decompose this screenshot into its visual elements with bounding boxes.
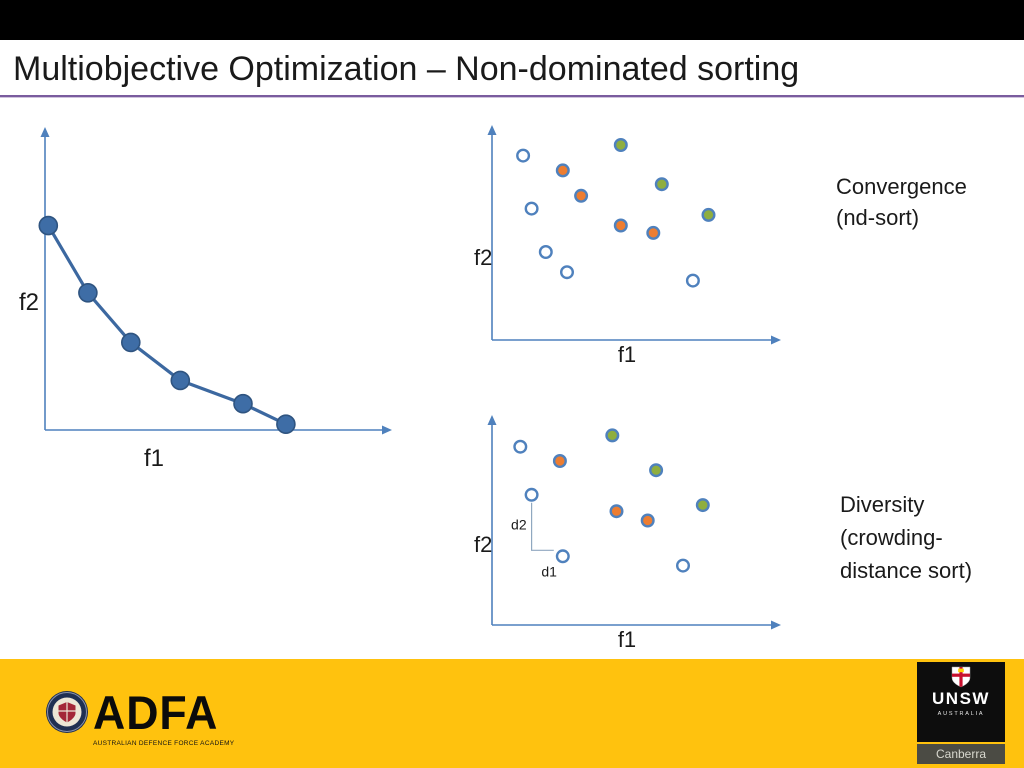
slide-title: Multiobjective Optimization – Non-domina… xyxy=(13,50,800,88)
pareto-point xyxy=(233,393,253,414)
adfa-full-name: AUSTRALIAN DEFENCE FORCE ACADEMY xyxy=(93,740,235,747)
d2-label: d2 xyxy=(511,517,527,533)
green-point xyxy=(613,138,628,153)
open-point xyxy=(524,201,539,216)
orange-point xyxy=(609,504,624,519)
title-divider xyxy=(0,95,1024,98)
open-point xyxy=(559,265,574,280)
pareto-point xyxy=(170,370,191,391)
x-axis-label: f1 xyxy=(618,342,636,367)
y-axis-label: f2 xyxy=(474,245,492,270)
y-axis-arrow xyxy=(487,415,497,425)
open-point xyxy=(516,148,531,163)
open-point xyxy=(675,558,690,573)
x-axis-label: f1 xyxy=(618,627,636,652)
y-axis-label: f2 xyxy=(474,532,492,557)
open-point xyxy=(685,273,700,288)
unsw-crest-icon xyxy=(951,666,971,688)
unsw-campus: Canberra xyxy=(935,747,987,761)
top-black-bar xyxy=(0,0,1024,40)
diversity-scatter-chart: f1 f2 d2 d1 xyxy=(474,415,781,652)
orange-point xyxy=(552,454,567,469)
footer-bar xyxy=(0,659,1024,768)
convergence-caption-line1: Convergence xyxy=(836,174,967,199)
x-axis-label: f1 xyxy=(144,445,164,472)
adfa-logo: ADFA AUSTRALIAN DEFENCE FORCE ACADEMY xyxy=(93,689,234,747)
y-axis-arrow xyxy=(487,125,497,135)
open-point xyxy=(513,439,528,454)
diversity-caption: Diversity (crowding- distance sort) xyxy=(840,488,972,587)
x-axis-arrow xyxy=(382,425,392,435)
green-point xyxy=(649,463,664,478)
x-axis-arrow xyxy=(771,620,781,630)
y-axis-label: f2 xyxy=(19,289,39,316)
unsw-logo: UNSW AUSTRALIA xyxy=(917,662,1005,742)
convergence-caption: Convergence (nd-sort) xyxy=(836,171,967,233)
open-point xyxy=(538,244,553,259)
green-point xyxy=(654,177,669,192)
x-axis-arrow xyxy=(771,335,781,345)
green-point xyxy=(695,498,710,513)
green-point xyxy=(605,428,620,443)
pareto-point xyxy=(78,283,98,303)
crowding-distance-bracket xyxy=(531,502,554,551)
orange-point xyxy=(640,513,655,528)
unsw-campus-strip: Canberra xyxy=(917,744,1005,764)
diversity-caption-line1: Diversity xyxy=(840,492,925,517)
pareto-front-line xyxy=(46,224,287,426)
unsw-name: UNSW xyxy=(932,689,990,708)
unsw-country: AUSTRALIA xyxy=(937,711,985,717)
open-point xyxy=(555,549,570,564)
d1-label: d1 xyxy=(541,563,557,579)
orange-point xyxy=(646,225,661,240)
y-axis-arrow xyxy=(40,127,50,137)
diversity-caption-line2: (crowding- xyxy=(840,525,943,550)
pareto-front-chart: f1 f2 xyxy=(19,127,392,472)
pareto-point xyxy=(38,215,59,236)
convergence-caption-line2: (nd-sort) xyxy=(836,205,920,230)
green-point xyxy=(701,207,716,222)
pareto-point xyxy=(121,332,141,353)
diversity-caption-line3: distance sort) xyxy=(840,558,973,583)
adfa-acronym: ADFA xyxy=(93,686,219,739)
orange-point xyxy=(555,163,570,178)
open-point xyxy=(524,487,539,502)
orange-point xyxy=(613,218,628,233)
pareto-point xyxy=(276,414,296,435)
orange-point xyxy=(574,188,589,203)
convergence-scatter-chart: f1 f2 xyxy=(474,125,781,367)
adfa-crest-icon xyxy=(45,687,89,742)
